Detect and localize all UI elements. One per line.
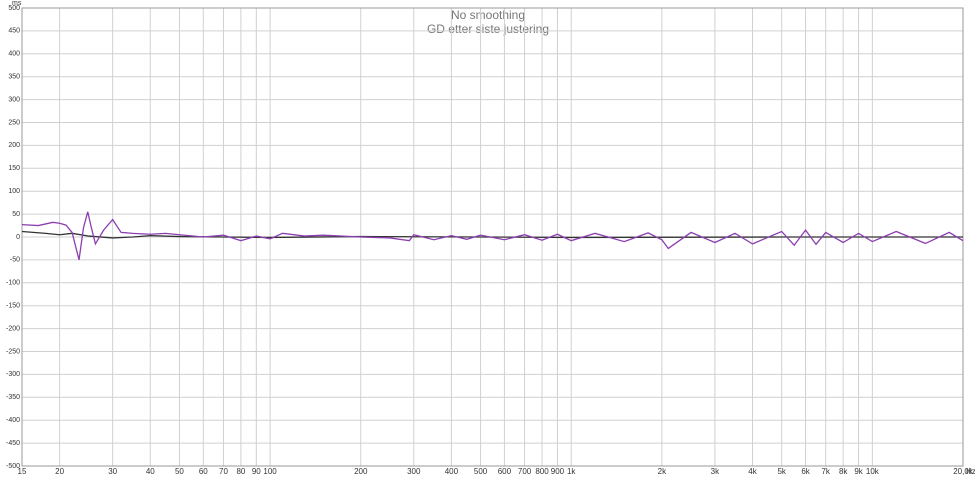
x-tick-label: 200	[354, 467, 368, 476]
x-tick-label: 6k	[801, 467, 810, 476]
x-tick-label: 300	[407, 467, 421, 476]
y-tick-label: -350	[6, 394, 20, 401]
y-tick-label: -200	[6, 325, 20, 332]
x-tick-label: 50	[175, 467, 184, 476]
chart-subtitle: GD etter siste justering	[427, 22, 549, 36]
x-tick-label: 90	[252, 467, 261, 476]
x-tick-label: 40	[146, 467, 155, 476]
x-tick-label: 100	[263, 467, 277, 476]
x-tick-label: 3k	[711, 467, 720, 476]
y-tick-label: 400	[8, 51, 20, 58]
y-tick-label: 350	[8, 74, 20, 81]
y-tick-label: -300	[6, 371, 20, 378]
x-tick-label: 20	[55, 467, 64, 476]
y-tick-label: -500	[6, 463, 20, 470]
x-tick-label: 8k	[839, 467, 848, 476]
x-tick-label: 7k	[821, 467, 830, 476]
y-tick-label: 500	[8, 5, 20, 12]
x-tick-label: 800	[535, 467, 549, 476]
y-tick-label: 200	[8, 142, 20, 149]
x-tick-label: 5k	[777, 467, 786, 476]
x-tick-label: 2k	[658, 467, 667, 476]
x-tick-label: 4k	[748, 467, 757, 476]
y-tick-label: -150	[6, 303, 20, 310]
x-tick-label: 10k	[866, 467, 880, 476]
x-unit: Hz	[966, 467, 975, 476]
y-tick-label: 50	[12, 211, 20, 218]
chart-title: No smoothing	[451, 8, 525, 22]
x-tick-label: 700	[518, 467, 532, 476]
y-tick-label: 150	[8, 165, 20, 172]
x-tick-label: 900	[551, 467, 565, 476]
series-line	[21, 230, 963, 239]
y-tick-label: 100	[8, 188, 20, 195]
y-tick-label: -400	[6, 417, 20, 424]
y-tick-label: -250	[6, 348, 20, 355]
y-tick-label: 0	[16, 234, 20, 241]
x-tick-label: 400	[445, 467, 459, 476]
y-tick-label: -100	[6, 280, 20, 287]
x-tick-label: 15	[18, 467, 27, 476]
y-unit: ms	[12, 0, 22, 7]
x-tick-label: 20,0k	[953, 467, 974, 476]
x-tick-label: 1k	[567, 467, 576, 476]
x-tick-label: 600	[498, 467, 512, 476]
x-tick-label: 80	[236, 467, 245, 476]
y-tick-label: -50	[10, 257, 20, 264]
series-line	[21, 211, 964, 261]
y-tick-label: 450	[8, 28, 20, 35]
x-tick-label: 30	[108, 467, 117, 476]
x-tick-label: 500	[474, 467, 488, 476]
y-tick-label: -450	[6, 440, 20, 447]
x-tick-label: 9k	[854, 467, 863, 476]
x-tick-label: 60	[199, 467, 208, 476]
x-tick-label: 70	[219, 467, 228, 476]
y-tick-label: 250	[8, 119, 20, 126]
y-tick-label: 300	[8, 96, 20, 103]
